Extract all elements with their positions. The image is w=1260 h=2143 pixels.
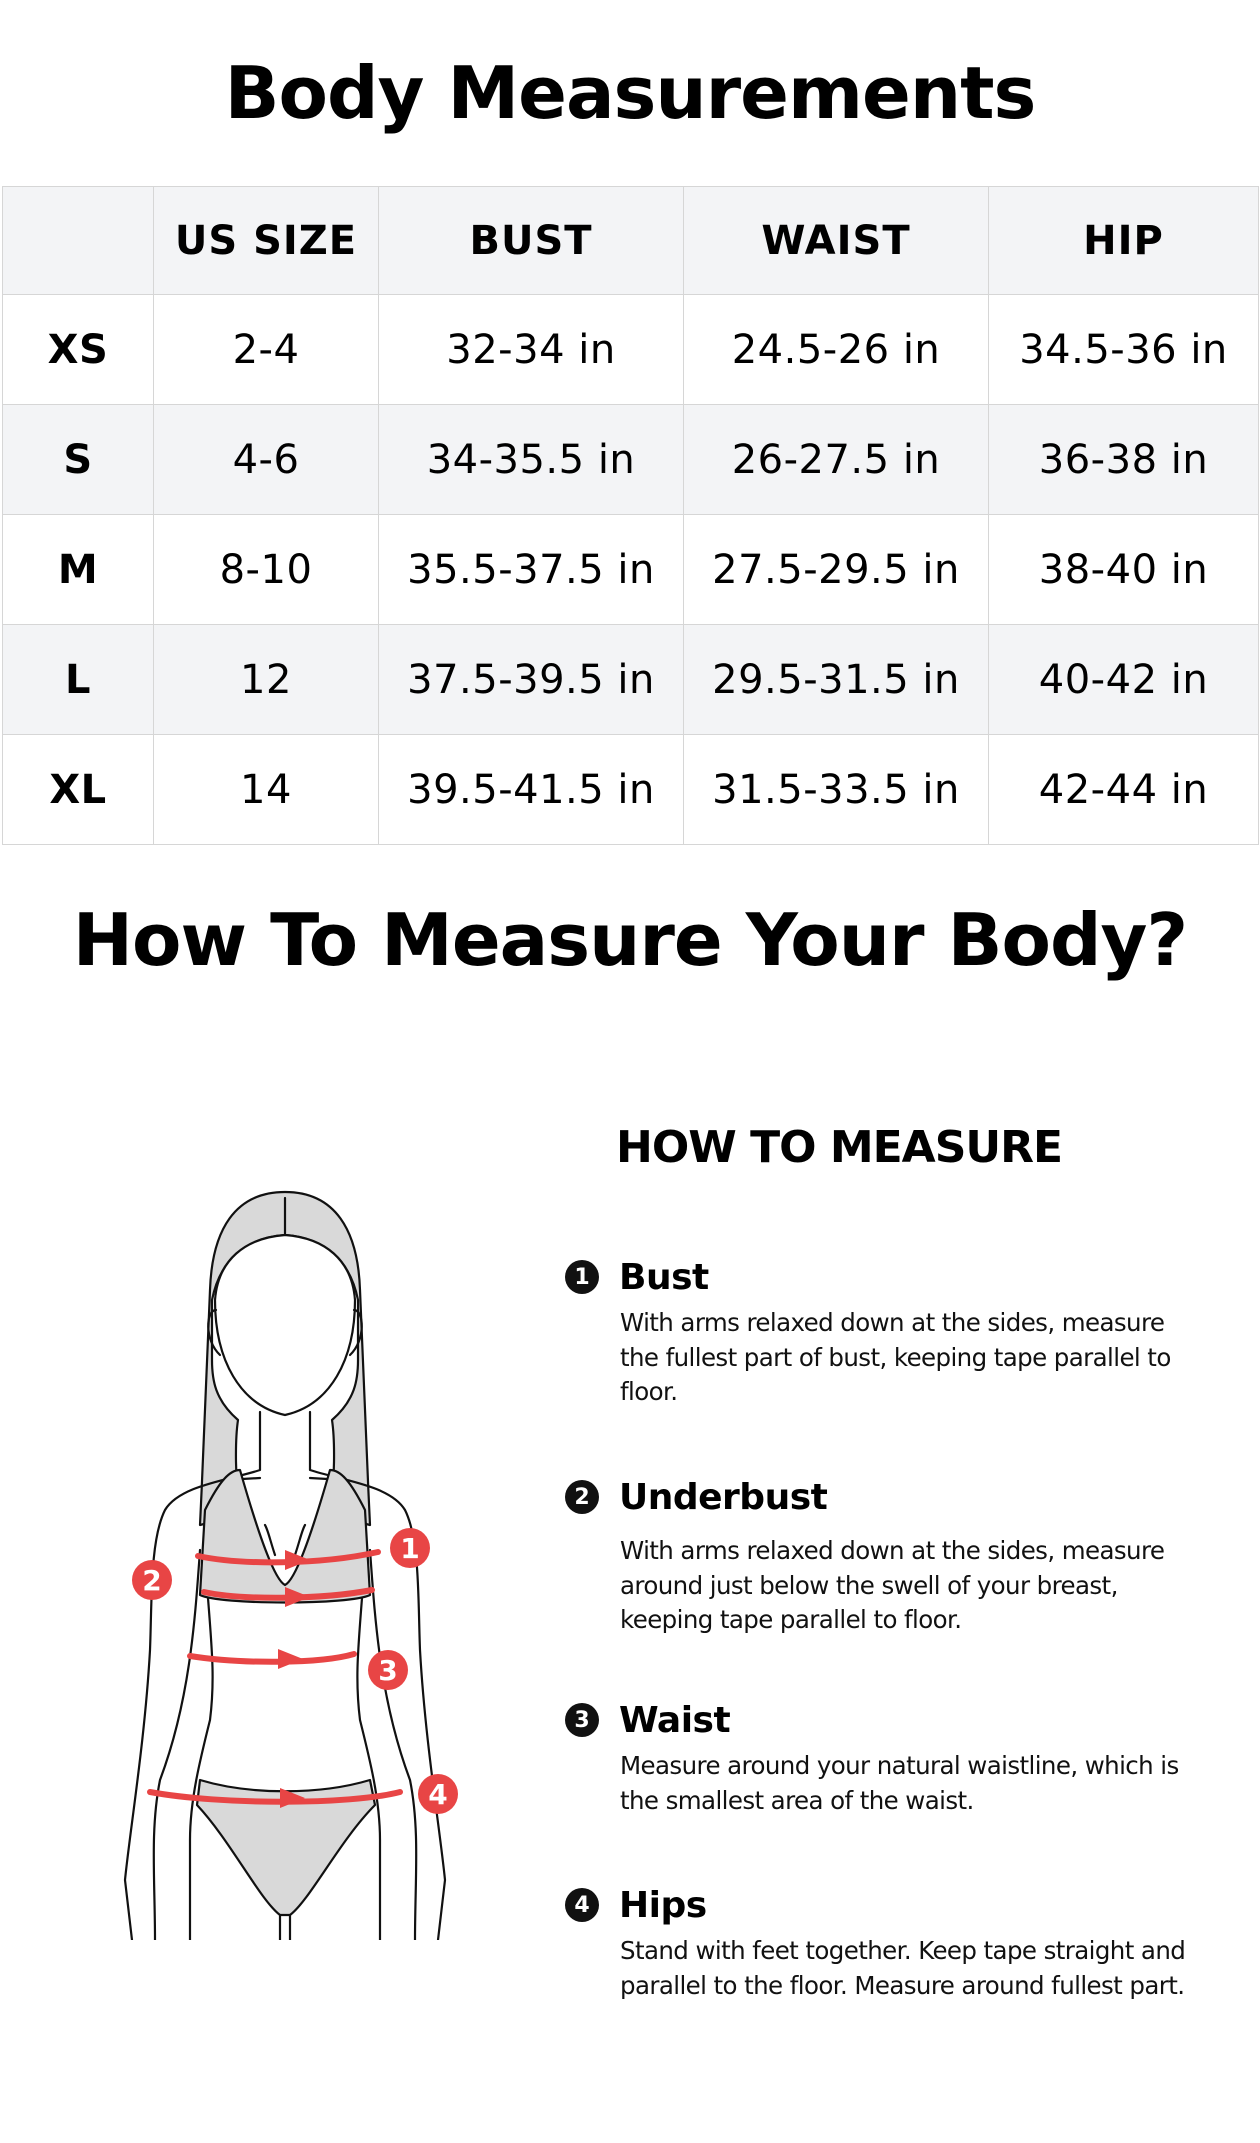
step-title: Hips — [619, 1884, 707, 1926]
us-size-cell: 8-10 — [153, 514, 379, 625]
body-figure-illustration: 1 2 3 4 — [120, 1180, 520, 1942]
marker-1-icon — [390, 1528, 430, 1568]
us-size-cell: 2-4 — [153, 294, 379, 405]
step-waist: 3 Waist Measure around your natural wais… — [565, 1695, 1205, 1818]
step-description: With arms relaxed down at the sides, mea… — [620, 1308, 1171, 1406]
page-title: Body Measurements — [224, 51, 1037, 135]
bust-cell: 37.5-39.5 in — [378, 624, 684, 735]
waist-cell: 31.5-33.5 in — [683, 734, 989, 845]
us-size-cell: 4-6 — [153, 404, 379, 515]
svg-text:1: 1 — [400, 1532, 419, 1565]
number-2-icon: 2 — [565, 1480, 599, 1514]
waist-cell: 27.5-29.5 in — [683, 514, 989, 625]
hip-cell: 42-44 in — [988, 734, 1259, 845]
size-label: XS — [2, 294, 154, 405]
table-row: XS 2-4 32-34 in 24.5-26 in 34.5-36 in — [2, 294, 1259, 405]
header-waist: WAIST — [683, 186, 989, 295]
section-title: How To Measure Your Body? — [72, 898, 1188, 982]
svg-text:4: 4 — [428, 1778, 447, 1811]
bust-cell: 34-35.5 in — [378, 404, 684, 515]
number-3-icon: 3 — [565, 1703, 599, 1737]
svg-text:3: 3 — [378, 1654, 397, 1687]
step-title: Bust — [619, 1256, 709, 1298]
header-us-size: US SIZE — [153, 186, 379, 295]
marker-2-icon — [132, 1560, 172, 1600]
how-to-measure-heading: HOW TO MEASURE — [616, 1122, 1063, 1173]
us-size-cell: 12 — [153, 624, 379, 735]
waist-cell: 29.5-31.5 in — [683, 624, 989, 735]
bust-cell: 32-34 in — [378, 294, 684, 405]
table-row: XL 14 39.5-41.5 in 31.5-33.5 in 42-44 in — [2, 734, 1259, 845]
hip-cell: 40-42 in — [988, 624, 1259, 735]
marker-3-icon — [368, 1650, 408, 1690]
us-size-cell: 14 — [153, 734, 379, 845]
size-chart-table: US SIZE BUST WAIST HIP XS 2-4 32-34 in 2… — [2, 186, 1259, 845]
svg-text:2: 2 — [142, 1564, 161, 1597]
hip-cell: 38-40 in — [988, 514, 1259, 625]
step-bust: 1 Bust With arms relaxed down at the sid… — [565, 1252, 1205, 1410]
waist-cell: 24.5-26 in — [683, 294, 989, 405]
hip-cell: 34.5-36 in — [988, 294, 1259, 405]
table-header-row: US SIZE BUST WAIST HIP — [2, 186, 1259, 295]
bust-cell: 39.5-41.5 in — [378, 734, 684, 845]
table-row: S 4-6 34-35.5 in 26-27.5 in 36-38 in — [2, 404, 1259, 515]
step-description: Measure around your natural waistline, w… — [620, 1751, 1179, 1815]
header-hip: HIP — [988, 186, 1259, 295]
size-label: XL — [2, 734, 154, 845]
bust-cell: 35.5-37.5 in — [378, 514, 684, 625]
table-row: M 8-10 35.5-37.5 in 27.5-29.5 in 38-40 i… — [2, 514, 1259, 625]
step-underbust: 2 Underbust With arms relaxed down at th… — [565, 1472, 1205, 1638]
number-4-icon: 4 — [565, 1888, 599, 1922]
step-description: Stand with feet together. Keep tape stra… — [620, 1936, 1186, 2000]
size-label: M — [2, 514, 154, 625]
header-size — [2, 186, 154, 295]
hip-cell: 36-38 in — [988, 404, 1259, 515]
step-hips: 4 Hips Stand with feet together. Keep ta… — [565, 1880, 1205, 2003]
step-description: With arms relaxed down at the sides, mea… — [620, 1536, 1165, 1634]
header-bust: BUST — [378, 186, 684, 295]
size-label: L — [2, 624, 154, 735]
marker-4-icon — [418, 1774, 458, 1814]
number-1-icon: 1 — [565, 1260, 599, 1294]
step-title: Underbust — [619, 1476, 828, 1518]
size-label: S — [2, 404, 154, 515]
body-outline-icon: 1 2 3 4 — [123, 1190, 458, 1942]
table-row: L 12 37.5-39.5 in 29.5-31.5 in 40-42 in — [2, 624, 1259, 735]
waist-cell: 26-27.5 in — [683, 404, 989, 515]
step-title: Waist — [619, 1699, 731, 1741]
